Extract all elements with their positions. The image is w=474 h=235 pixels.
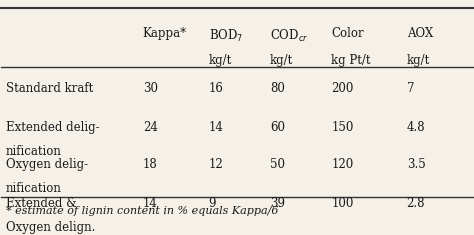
Text: 9: 9 — [209, 197, 216, 210]
Text: AOX: AOX — [407, 27, 433, 40]
Text: nification: nification — [6, 145, 62, 158]
Text: 12: 12 — [209, 158, 223, 171]
Text: kg/t: kg/t — [270, 54, 293, 67]
Text: Kappa*: Kappa* — [143, 27, 187, 40]
Text: BOD$_7$: BOD$_7$ — [209, 27, 243, 43]
Text: kg/t: kg/t — [407, 54, 430, 67]
Text: 18: 18 — [143, 158, 157, 171]
Text: 80: 80 — [270, 82, 285, 95]
Text: 50: 50 — [270, 158, 285, 171]
Text: 24: 24 — [143, 121, 158, 134]
Text: Standard kraft: Standard kraft — [6, 82, 93, 95]
Text: Oxygen delig-: Oxygen delig- — [6, 158, 88, 171]
Text: COD$_{cr}$: COD$_{cr}$ — [270, 27, 309, 43]
Text: Extended &: Extended & — [6, 197, 77, 210]
Text: 60: 60 — [270, 121, 285, 134]
Text: 14: 14 — [143, 197, 158, 210]
Text: 4.8: 4.8 — [407, 121, 425, 134]
Text: 7: 7 — [407, 82, 414, 95]
Text: Oxygen delign.: Oxygen delign. — [6, 221, 95, 234]
Text: Color: Color — [331, 27, 364, 40]
Text: kg/t: kg/t — [209, 54, 232, 67]
Text: 16: 16 — [209, 82, 224, 95]
Text: 2.8: 2.8 — [407, 197, 425, 210]
Text: nification: nification — [6, 182, 62, 195]
Text: 39: 39 — [270, 197, 285, 210]
Text: 30: 30 — [143, 82, 158, 95]
Text: Extended delig-: Extended delig- — [6, 121, 100, 134]
Text: kg Pt/t: kg Pt/t — [331, 54, 371, 67]
Text: 150: 150 — [331, 121, 354, 134]
Text: 200: 200 — [331, 82, 354, 95]
Text: 3.5: 3.5 — [407, 158, 425, 171]
Text: 120: 120 — [331, 158, 354, 171]
Text: 14: 14 — [209, 121, 224, 134]
Text: 100: 100 — [331, 197, 354, 210]
Text: * estimate of lignin content in % equals Kappa/6: * estimate of lignin content in % equals… — [6, 206, 279, 216]
